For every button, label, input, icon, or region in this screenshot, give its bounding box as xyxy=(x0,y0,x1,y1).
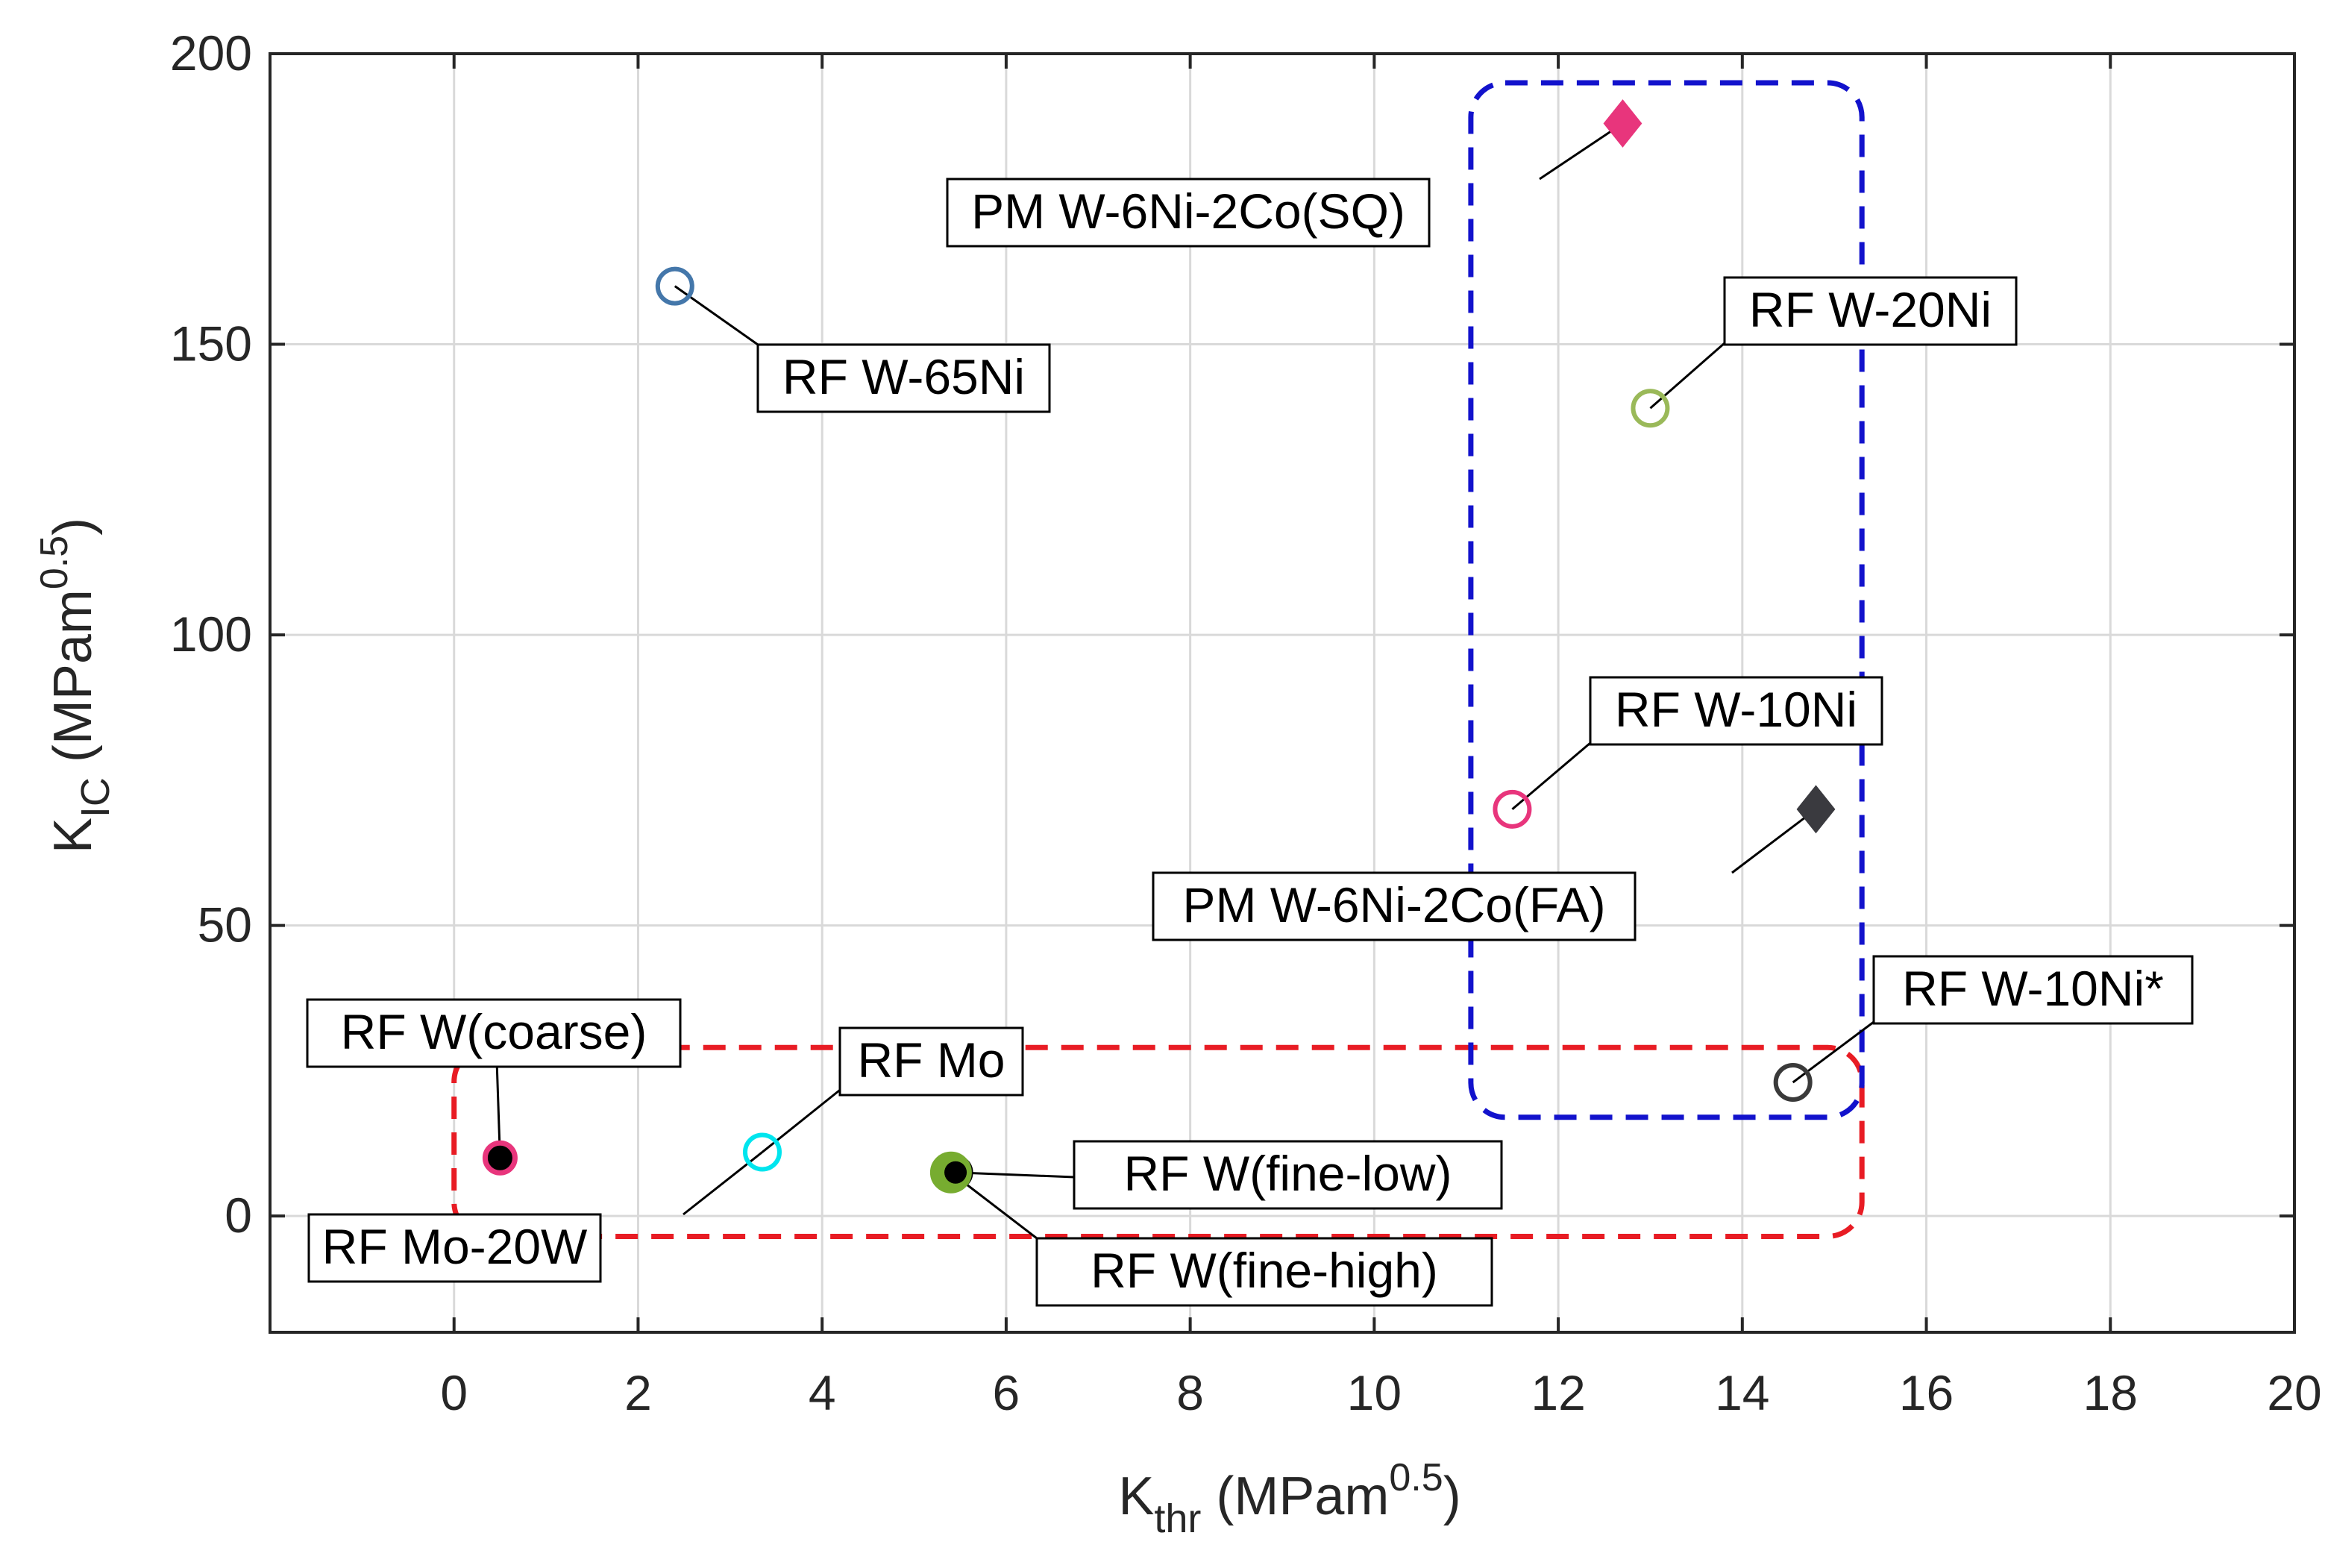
x-tick-label: 14 xyxy=(1715,1365,1769,1420)
x-tick-label: 0 xyxy=(440,1365,468,1420)
rf-w-65ni-label-box xyxy=(756,343,1051,413)
rf-w-coarse-label-box xyxy=(306,998,682,1068)
x-tick-label: 2 xyxy=(624,1365,652,1420)
rf-w-fine-low-label-box xyxy=(1073,1140,1503,1210)
rf-w-coarse-label: RF W(coarse) xyxy=(341,1004,647,1059)
rf-w-10ni-marker xyxy=(1773,1062,1813,1102)
rf-w-10ni-label: RF W-10Ni* xyxy=(1902,961,2164,1016)
rf-w-fine-high-ring xyxy=(929,1151,972,1194)
rf-w-fine-high-label-box xyxy=(1035,1237,1493,1307)
rf-w-20ni-label-box xyxy=(1723,276,2018,346)
rf-w-65ni-marker xyxy=(655,266,694,306)
y-tick-label: 50 xyxy=(198,897,252,953)
pm-w-6ni-2co-fa-label-box xyxy=(1152,871,1637,941)
rf-w-fine-high-label: RF W(fine-high) xyxy=(1091,1243,1438,1298)
y-tick-label: 200 xyxy=(170,25,252,81)
x-tick-label: 18 xyxy=(2083,1365,2138,1420)
rf-w-10ni-label-box xyxy=(1872,955,2194,1025)
axis-ticks xyxy=(270,52,2296,1332)
pm-w-6ni-2co-fa-label: PM W-6Ni-2Co(FA) xyxy=(1182,877,1605,932)
rf-w-20ni-label: RF W-20Ni xyxy=(1749,282,1992,337)
y-axis-title: KIC (MPam0.5) xyxy=(33,518,118,853)
rf-w-fine-low-leader xyxy=(956,1171,1075,1179)
rf-w-fine-low-dot xyxy=(944,1161,967,1184)
rf-mo-label-box xyxy=(838,1026,1024,1097)
pm-w-6ni-2co-sq-label: PM W-6Ni-2Co(SQ) xyxy=(971,184,1405,239)
x-tick-label: 6 xyxy=(993,1365,1020,1420)
rf-w-65ni-label: RF W-65Ni xyxy=(782,349,1025,404)
data-markers xyxy=(482,99,1836,1194)
annotation-labels: RF W(coarse) RF Mo RF Mo-20W RF W(fine-low)… xyxy=(306,178,2194,1307)
y-tick-label: 0 xyxy=(225,1188,252,1243)
pm-w-6ni-2co-fa-marker xyxy=(1796,785,1836,834)
rf-w-10ni-label: RF W-10Ni xyxy=(1615,682,1857,737)
x-tick-label: 8 xyxy=(1176,1365,1204,1420)
pm-w-6ni-2co-sq-label-box xyxy=(946,178,1431,248)
x-axis-title: Kthr (MPam0.5) xyxy=(1118,1456,1460,1541)
group-regions xyxy=(451,80,1865,1239)
rf-w-10ni-marker xyxy=(1493,789,1532,829)
x-tick-label: 10 xyxy=(1347,1365,1402,1420)
pm-w-6ni-2co-sq-marker xyxy=(1603,99,1642,148)
x-tick-label: 20 xyxy=(2267,1365,2321,1420)
pm-w-6ni-2co-sq-leader xyxy=(1539,122,1624,181)
blue-group-box xyxy=(1468,80,1865,1120)
rf-mo-20w-label-box xyxy=(307,1213,602,1283)
rf-mo-marker xyxy=(742,1132,782,1172)
x-tick-label: 16 xyxy=(1899,1365,1954,1420)
pm-w-6ni-2co-fa-leader xyxy=(1731,808,1817,874)
rf-w-10ni-label-box xyxy=(1589,676,1883,746)
rf-mo-label: RF Mo xyxy=(858,1032,1005,1088)
plot-frame xyxy=(269,52,2296,1334)
rf-mo-20w-label: RF Mo-20W xyxy=(322,1219,588,1274)
rf-w-20ni-marker xyxy=(1631,389,1670,428)
x-tick-label: 12 xyxy=(1531,1365,1585,1420)
y-tick-label: 100 xyxy=(170,606,252,662)
red-group-box xyxy=(451,1044,1865,1239)
x-tick-label: 4 xyxy=(809,1365,836,1420)
y-tick-label: 150 xyxy=(170,316,252,371)
rf-w-coarse-marker xyxy=(482,1140,518,1176)
rf-w-fine-low-label: RF W(fine-low) xyxy=(1124,1146,1452,1201)
